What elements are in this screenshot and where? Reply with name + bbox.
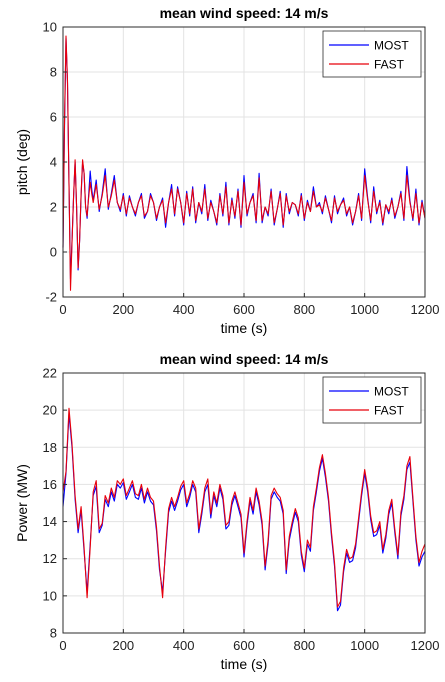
y-tick-label: 12 — [43, 551, 57, 566]
power-chart: mean wind speed: 14 m/s 0 200 400 600 800 100… — [14, 351, 439, 672]
chart-title: mean wind speed: 14 m/s — [160, 5, 329, 21]
y-tick-label: 10 — [43, 588, 57, 603]
y-tick-label: 2 — [50, 200, 57, 215]
x-tick-label: 200 — [112, 638, 134, 653]
y-tick-label: 0 — [50, 245, 57, 260]
series-line-fast — [62, 35, 426, 291]
x-tick-label: 1200 — [411, 638, 440, 653]
y-tick-label: 10 — [43, 20, 57, 35]
x-tick-label: 600 — [233, 302, 255, 317]
series-lines — [62, 407, 426, 612]
x-tick-label: 400 — [173, 638, 195, 653]
x-tick-label: 0 — [59, 638, 66, 653]
chart-title: mean wind speed: 14 m/s — [160, 351, 329, 367]
x-axis-label: time (s) — [221, 320, 268, 336]
y-tick-label: -2 — [45, 290, 57, 305]
y-axis-label: Power (MW) — [14, 464, 30, 542]
legend-label-most: MOST — [374, 39, 409, 53]
x-tick-label: 200 — [112, 302, 134, 317]
x-tick-labels: 0 200 400 600 800 1000 1200 — [59, 629, 439, 653]
y-tick-labels: 8 10 12 14 16 18 20 22 — [43, 366, 67, 641]
x-tick-label: 600 — [233, 638, 255, 653]
pitch-chart: mean wind speed: 14 m/s 0 200 400 600 800 100… — [14, 5, 439, 336]
x-tick-label: 800 — [293, 302, 315, 317]
x-axis-label: time (s) — [221, 656, 268, 672]
legend-label-fast: FAST — [374, 404, 405, 418]
x-tick-label: 0 — [59, 302, 66, 317]
y-tick-label: 8 — [50, 626, 57, 641]
y-tick-label: 18 — [43, 440, 57, 455]
y-tick-label: 4 — [50, 155, 57, 170]
y-tick-label: 14 — [43, 514, 57, 529]
y-tick-label: 20 — [43, 403, 57, 418]
x-tick-label: 800 — [293, 638, 315, 653]
legend-label-fast: FAST — [374, 58, 405, 72]
legend-box — [322, 30, 422, 78]
x-tick-label: 1000 — [350, 638, 379, 653]
y-tick-label: 16 — [43, 477, 57, 492]
legend: MOST FAST — [322, 30, 422, 78]
y-tick-label: 8 — [50, 65, 57, 80]
y-tick-labels: -2 0 2 4 6 8 10 — [43, 20, 67, 305]
series-lines — [62, 35, 426, 291]
y-tick-label: 22 — [43, 366, 57, 381]
x-tick-label: 1000 — [350, 302, 379, 317]
x-tick-label: 1200 — [411, 302, 440, 317]
series-line-fast — [62, 407, 426, 608]
y-tick-label: 6 — [50, 110, 57, 125]
legend-box — [322, 376, 422, 424]
x-tick-labels: 0 200 400 600 800 1000 1200 — [59, 293, 439, 317]
y-axis-label: pitch (deg) — [14, 129, 30, 195]
legend-label-most: MOST — [374, 385, 409, 399]
x-tick-label: 400 — [173, 302, 195, 317]
legend: MOST FAST — [322, 376, 422, 424]
